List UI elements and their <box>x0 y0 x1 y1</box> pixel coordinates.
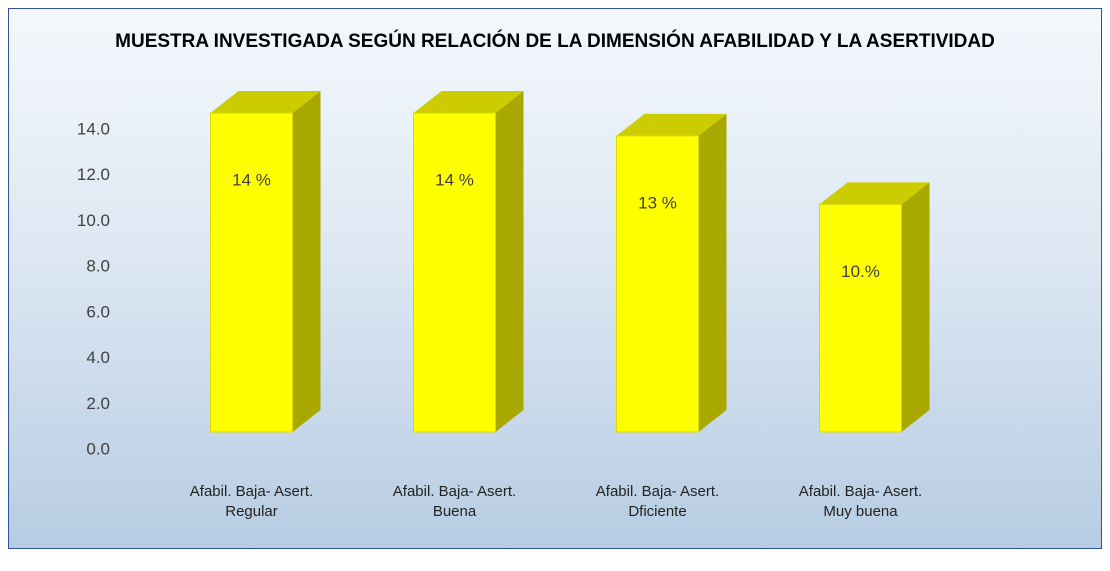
y-tick-label: 6.0 <box>86 302 110 321</box>
data-label: 14 % <box>232 170 271 189</box>
x-tick-label: Afabil. Baja- Asert. Buena <box>392 483 517 520</box>
bar <box>616 135 699 433</box>
bar-side <box>698 113 727 432</box>
bar <box>413 112 496 433</box>
data-label: 14 % <box>435 170 474 189</box>
y-tick-label: 0.0 <box>86 439 110 458</box>
bar-side <box>292 91 321 432</box>
bar-side <box>495 91 524 432</box>
bar-side <box>901 182 930 432</box>
bar-top <box>819 182 930 205</box>
y-tick-label: 4.0 <box>86 348 110 367</box>
x-tick-label: Afabil. Baja- Asert. Dficiente <box>595 483 720 520</box>
y-tick-label: 12.0 <box>77 165 110 184</box>
y-tick-label: 10.0 <box>77 211 110 230</box>
x-tick-label: Afabil. Baja- Asert. Muy buena <box>798 483 923 520</box>
data-label: 10.% <box>841 262 880 281</box>
data-label: 13 % <box>638 193 677 212</box>
bar-top <box>616 113 727 136</box>
bar-top <box>210 91 321 113</box>
y-tick-label: 2.0 <box>86 394 110 413</box>
bar <box>819 203 902 433</box>
bar <box>210 112 293 433</box>
y-tick-label: 8.0 <box>86 257 110 276</box>
chart-title: MUESTRA INVESTIGADA SEGÚN RELACIÓN DE LA… <box>115 30 995 52</box>
x-tick-label: Afabil. Baja- Asert. Regular <box>189 483 314 520</box>
bar-top <box>413 91 524 113</box>
y-tick-label: 14.0 <box>77 119 110 138</box>
